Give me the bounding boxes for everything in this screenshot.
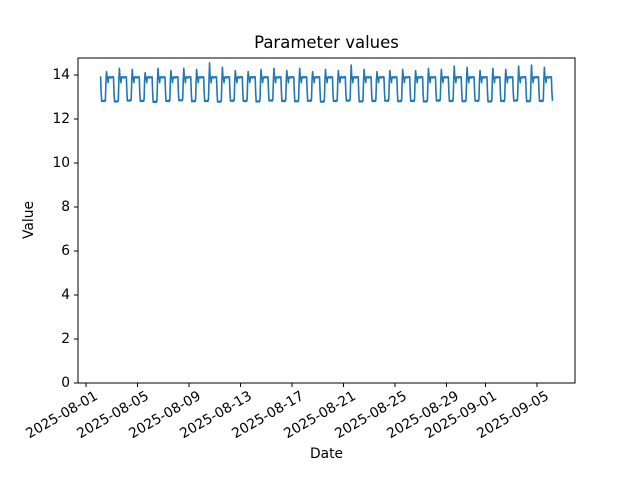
y-tick-label: 14 xyxy=(52,66,70,83)
series-line xyxy=(99,62,554,104)
y-tick-label: 0 xyxy=(61,375,70,391)
y-tick-label: 6 xyxy=(61,242,70,259)
y-tick-label: 12 xyxy=(52,110,70,127)
y-tick-label: 4 xyxy=(61,286,70,303)
tick-marks xyxy=(74,74,538,387)
chart-title: Parameter values xyxy=(254,33,399,52)
y-tick-label: 10 xyxy=(52,154,70,171)
y-axis-label: Value xyxy=(21,201,37,239)
axes-box xyxy=(77,57,576,384)
x-axis-label: Date xyxy=(310,446,343,462)
y-tick-label: 2 xyxy=(61,330,70,347)
y-tick-label: 8 xyxy=(61,198,70,215)
